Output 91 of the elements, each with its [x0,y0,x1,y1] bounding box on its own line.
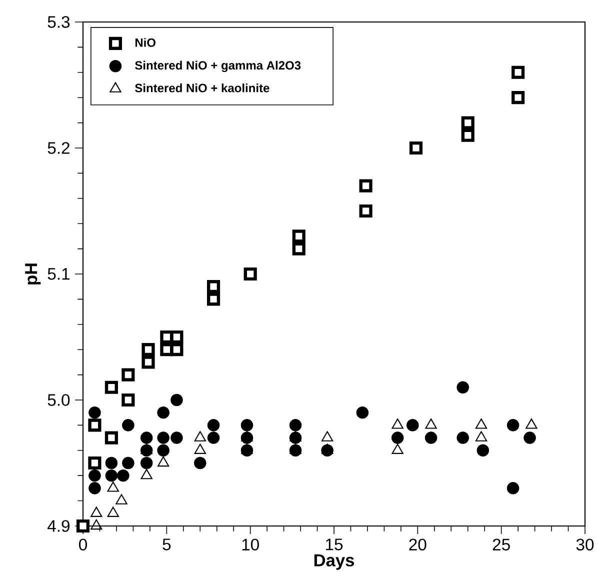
point [321,431,334,442]
point [142,343,155,356]
point [356,406,369,419]
point [512,91,525,104]
point [194,456,206,470]
point [170,432,183,444]
x-tick-label: 15 [326,538,343,550]
point [292,242,306,256]
point [157,406,170,419]
point [475,431,488,442]
point [122,368,135,382]
point [475,418,488,429]
point [140,468,152,480]
point [140,444,152,454]
point [241,444,253,454]
point [241,431,253,442]
point [506,419,520,432]
point [117,469,130,482]
point [207,432,220,444]
point [425,418,437,429]
point [461,116,474,130]
legend-label: Sintered NiO + gamma Al2O3 [135,60,301,72]
point [392,418,404,429]
x-tick-label: 5 [162,538,171,550]
point [140,456,153,470]
point [409,141,423,155]
point [456,432,469,444]
y-tick-label: 5.1 [48,268,70,280]
point [290,431,302,442]
point [122,393,135,407]
point [392,444,404,454]
point [512,66,525,79]
point [476,444,490,457]
point [406,419,419,432]
point [140,432,153,444]
x-tick-label: 25 [492,538,510,550]
point [424,432,438,444]
x-axis-title: Days [314,554,354,570]
point [105,456,118,470]
point [88,482,101,494]
point [107,482,119,492]
point [122,419,134,432]
point [142,356,155,369]
point [88,418,102,432]
point [289,419,302,432]
point [104,380,118,394]
point [359,179,372,192]
legend-label: NiO [135,38,156,47]
point [88,456,102,470]
point [524,432,536,444]
x-tick-label: 30 [576,538,594,550]
x-tick-label: 10 [242,538,259,550]
point [157,444,170,457]
point [240,419,254,432]
point [290,444,302,454]
point [461,128,474,142]
point [157,432,170,444]
y-tick-label: 4.9 [48,520,70,532]
point [207,419,220,432]
point [107,506,119,517]
legend-label: Sintered NiO + kaolinite [135,83,270,92]
point [170,394,183,406]
point [194,431,206,442]
point [122,456,134,470]
point [194,444,206,454]
point [157,456,170,467]
point [244,267,257,281]
point [76,519,90,533]
point [526,418,538,429]
point [321,444,334,454]
point [90,519,102,530]
y-tick-label: 5.0 [48,394,70,406]
y-axis-title: pH [25,264,41,284]
y-tick-label: 5.3 [48,16,70,28]
point [88,406,101,419]
point [206,292,220,306]
point [104,431,118,444]
y-tick-label: 5.2 [48,142,70,154]
x-tick-label: 0 [79,538,87,550]
point [105,469,118,482]
point [170,343,184,356]
point [88,469,101,482]
x-tick-label: 20 [409,538,426,550]
point [506,482,520,494]
point [292,230,306,243]
point [90,506,102,517]
point [206,280,220,294]
point [391,432,404,444]
point [116,494,128,504]
point [359,204,372,218]
point [456,381,469,394]
